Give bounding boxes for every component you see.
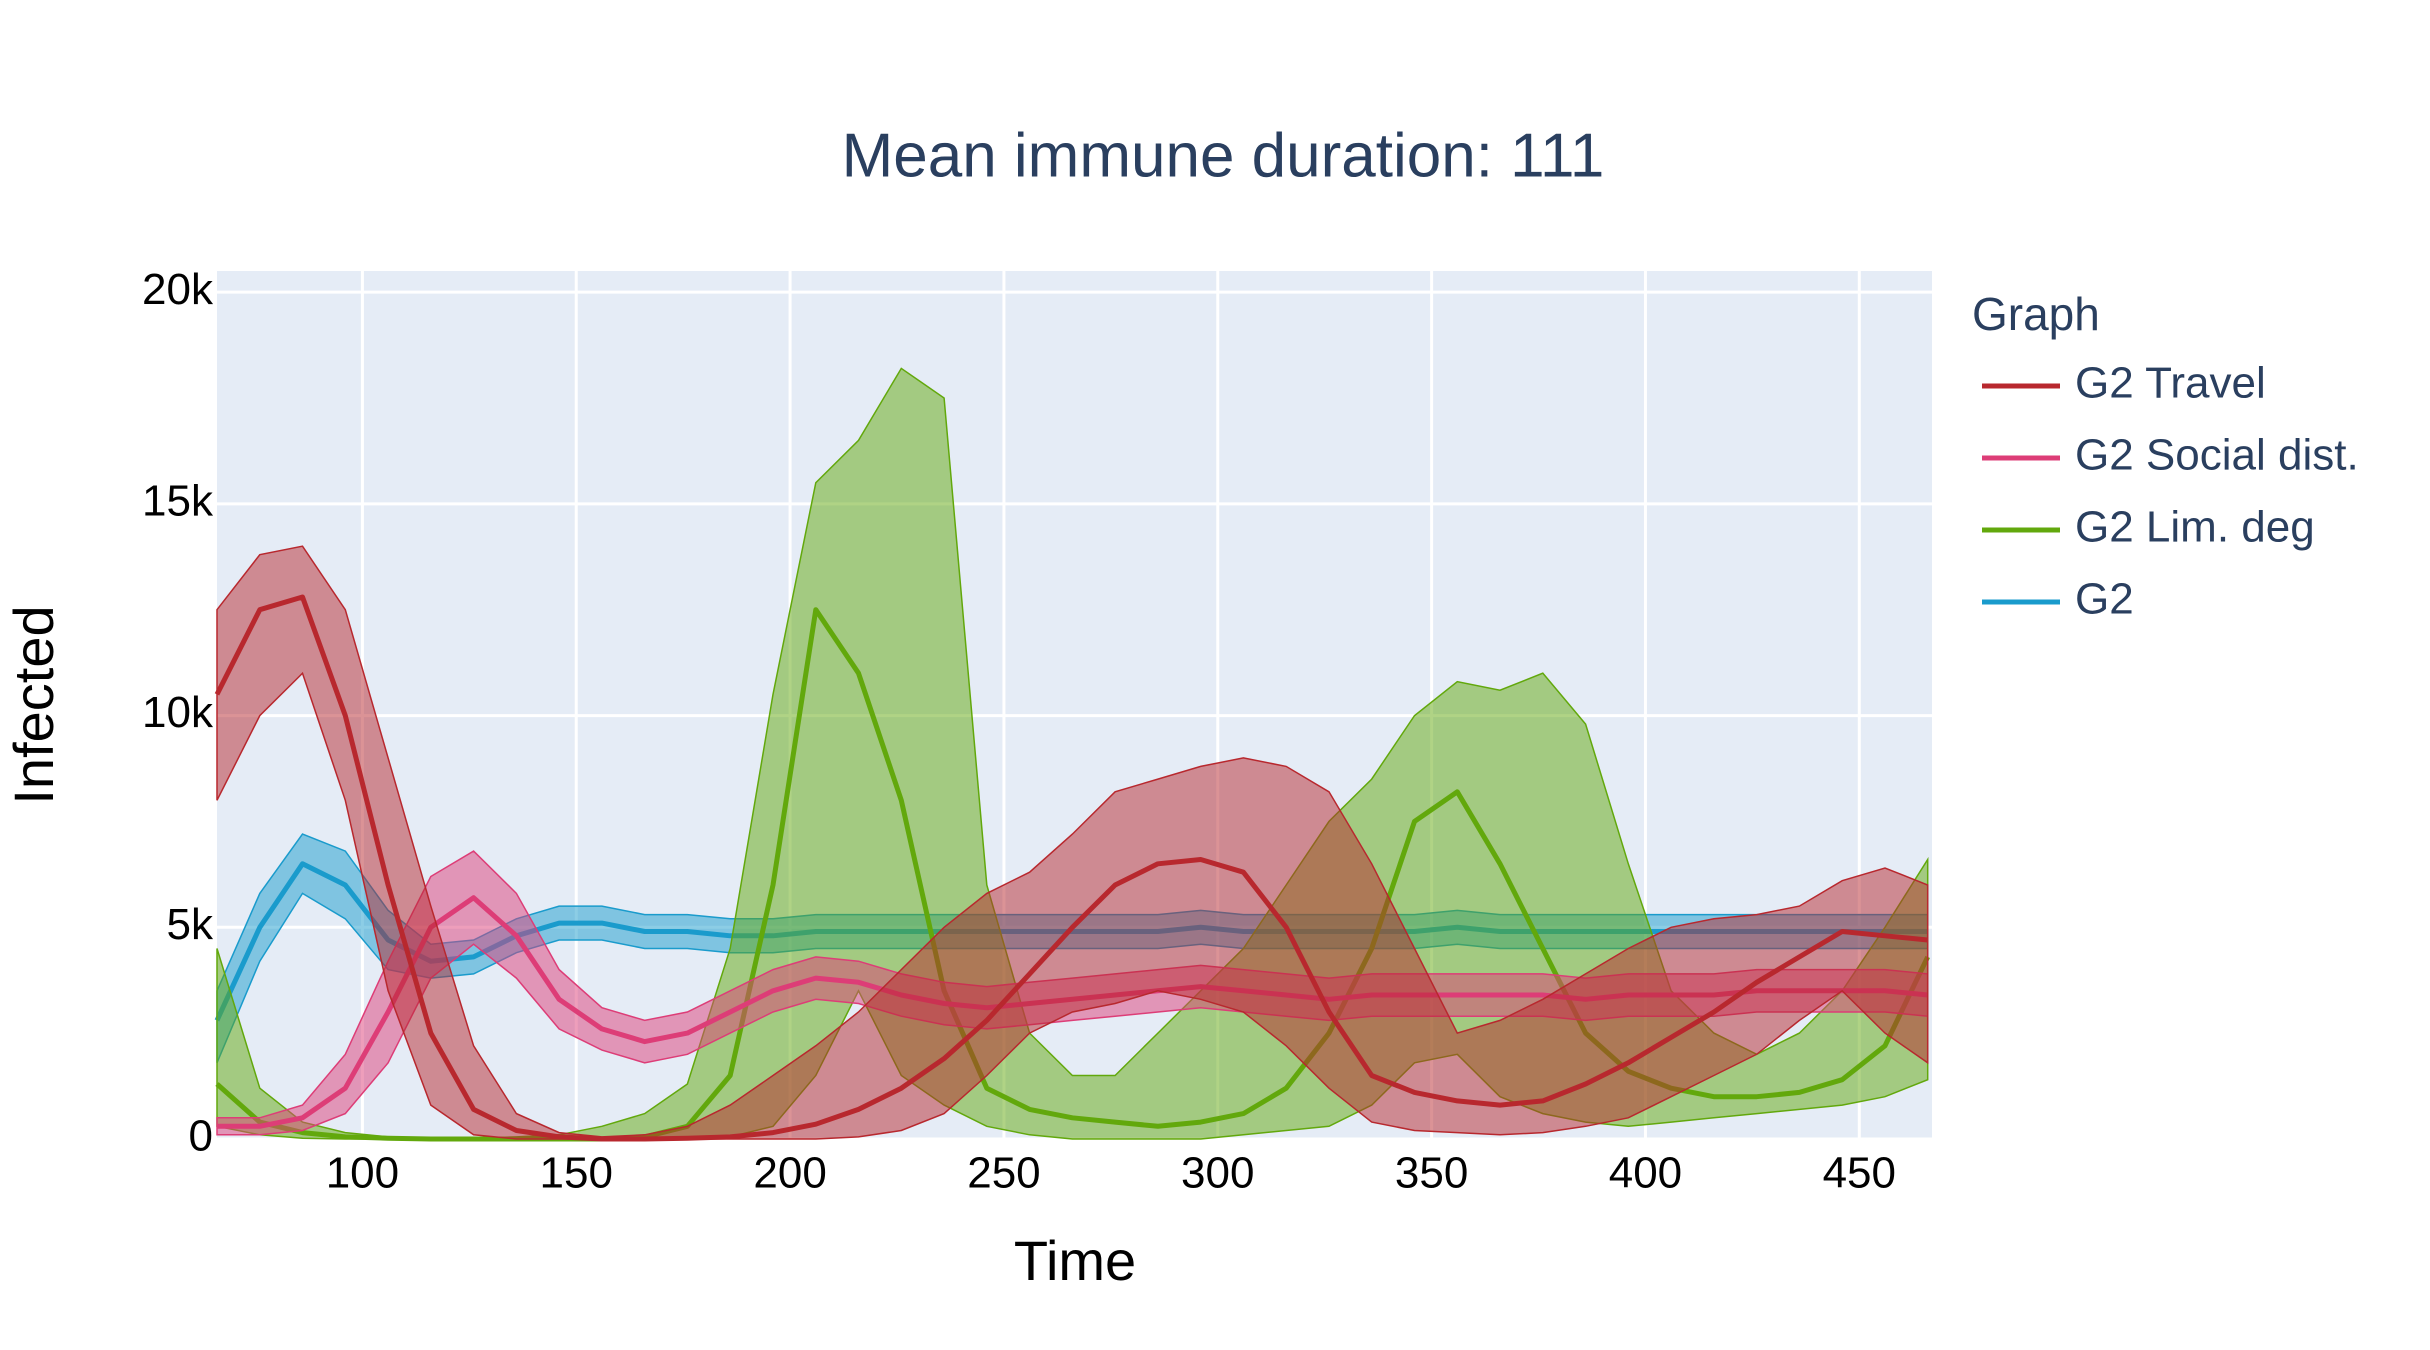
x-tick-label: 100 (326, 1149, 399, 1198)
x-tick-label: 350 (1395, 1149, 1468, 1198)
y-tick-label: 15k (142, 477, 214, 526)
y-tick-label: 20k (142, 265, 214, 314)
y-tick-label: 0 (189, 1112, 213, 1161)
marks (214, 367, 1930, 1142)
y-axis-title: Infected (2, 605, 65, 804)
legend-title: Graph (1972, 288, 2100, 340)
y-tick-label: 5k (167, 900, 214, 949)
legend-label: G2 Travel (2075, 359, 2266, 408)
y-tick-label: 10k (142, 688, 214, 737)
x-tick-label: 250 (967, 1149, 1040, 1198)
x-tick-label: 200 (753, 1149, 826, 1198)
x-tick-label: 300 (1181, 1149, 1254, 1198)
x-tick-label: 150 (540, 1149, 613, 1198)
series-line (214, 594, 1928, 1142)
x-axis-title: Time (1014, 1229, 1136, 1292)
legend-label: G2 (2075, 575, 2134, 624)
chart-title: Mean immune duration: 111 (842, 121, 1605, 190)
confidence-band (216, 545, 1929, 1140)
legend-label: G2 Lim. deg (2075, 503, 2315, 552)
x-tick-label: 400 (1609, 1149, 1682, 1198)
x-tick-label: 450 (1823, 1149, 1896, 1198)
legend: G2 Travel G2 Social dist. G2 Lim. deg G2 (1982, 359, 2359, 624)
legend-label: G2 Social dist. (2075, 431, 2359, 480)
